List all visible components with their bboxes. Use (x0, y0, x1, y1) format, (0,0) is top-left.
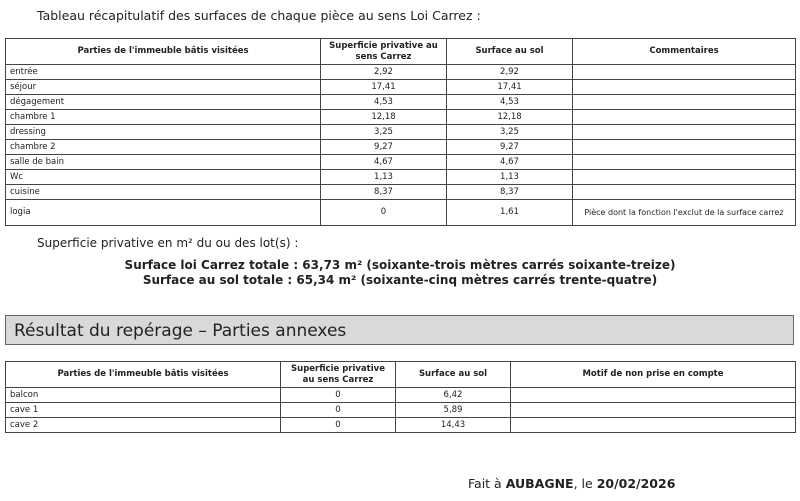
cell-carrez: 12,18 (320, 109, 447, 125)
cell-piece: logia (5, 199, 321, 226)
total-sol: Surface au sol totale : 65,34 m² (soixan… (142, 273, 658, 287)
cell-sol: 8,37 (446, 184, 573, 200)
table-row: cave 1 0 5,89 (5, 402, 796, 418)
cell-piece: balcon (5, 387, 281, 403)
table-row: cave 2 0 14,43 (5, 417, 796, 433)
section-title: Résultat du repérage – Parties annexes (5, 315, 794, 345)
table-row: logia 0 1,61 Pièce dont la fonction l'exclu… (5, 199, 796, 226)
cell-carrez: 3,25 (320, 124, 447, 140)
cell-comment: Pièce dont la fonction l'exclut de la su… (572, 199, 796, 226)
cell-sol: 14,43 (395, 417, 511, 433)
cell-comment (510, 417, 796, 433)
cell-comment (572, 64, 796, 80)
cell-sol: 3,25 (446, 124, 573, 140)
header-parties: Parties de l'immeuble bâtis visitées (5, 361, 281, 388)
cell-sol: 6,42 (395, 387, 511, 403)
table-row: dressing 3,25 3,25 (5, 124, 796, 140)
header-commentaires: Commentaires (572, 38, 796, 65)
cell-sol: 5,89 (395, 402, 511, 418)
cell-sol: 9,27 (446, 139, 573, 155)
cell-piece: cave 1 (5, 402, 281, 418)
cell-carrez: 4,53 (320, 94, 447, 110)
cell-piece: salle de bain (5, 154, 321, 170)
cell-comment (510, 402, 796, 418)
footer-date: 20/02/2026 (596, 476, 676, 491)
table-row: chambre 2 9,27 9,27 (5, 139, 796, 155)
table-row: chambre 1 12,18 12,18 (5, 109, 796, 125)
cell-piece: chambre 1 (5, 109, 321, 125)
cell-comment (510, 387, 796, 403)
cell-piece: cave 2 (5, 417, 281, 433)
total-carrez: Surface loi Carrez totale : 63,73 m² (so… (124, 258, 676, 272)
header-carrez: Superficie privative au sens Carrez (320, 38, 447, 65)
cell-sol: 4,53 (446, 94, 573, 110)
cell-sol: 12,18 (446, 109, 573, 125)
footer-city: AUBAGNE (505, 476, 574, 491)
table-row: cuisine 8,37 8,37 (5, 184, 796, 200)
superficie-label: Superficie privative en m² du ou des lot… (37, 236, 299, 250)
table-row: entrée 2,92 2,92 (5, 64, 796, 80)
cell-piece: dégagement (5, 94, 321, 110)
carrez-table: Parties de l'immeuble bâtis visitées Sup… (5, 38, 796, 226)
cell-piece: entrée (5, 64, 321, 80)
header-motif: Motif de non prise en compte (510, 361, 796, 388)
table-row: séjour 17,41 17,41 (5, 79, 796, 95)
cell-carrez: 0 (280, 387, 396, 403)
cell-comment (572, 79, 796, 95)
cell-piece: chambre 2 (5, 139, 321, 155)
cell-carrez: 0 (320, 199, 447, 226)
cell-sol: 2,92 (446, 64, 573, 80)
header-sol: Surface au sol (446, 38, 573, 65)
cell-piece: cuisine (5, 184, 321, 200)
cell-sol: 17,41 (446, 79, 573, 95)
cell-carrez: 4,67 (320, 154, 447, 170)
cell-sol: 4,67 (446, 154, 573, 170)
cell-carrez: 2,92 (320, 64, 447, 80)
header-parties: Parties de l'immeuble bâtis visitées (5, 38, 321, 65)
cell-carrez: 0 (280, 402, 396, 418)
cell-comment (572, 109, 796, 125)
table-row: dégagement 4,53 4,53 (5, 94, 796, 110)
cell-sol: 1,61 (446, 199, 573, 226)
cell-comment (572, 154, 796, 170)
cell-sol: 1,13 (446, 169, 573, 185)
table-row: balcon 0 6,42 (5, 387, 796, 403)
cell-comment (572, 124, 796, 140)
cell-comment (572, 139, 796, 155)
header-sol: Surface au sol (395, 361, 511, 388)
cell-piece: séjour (5, 79, 321, 95)
cell-piece: Wc (5, 169, 321, 185)
cell-comment (572, 184, 796, 200)
footer-middle: , le (573, 476, 597, 491)
cell-carrez: 1,13 (320, 169, 447, 185)
header-carrez: Superficie privative au sens Carrez (280, 361, 396, 388)
cell-carrez: 0 (280, 417, 396, 433)
footer-signature: Fait à AUBAGNE, le 20/02/2026 (468, 476, 675, 491)
intro-text: Tableau récapitulatif des surfaces de ch… (37, 8, 481, 23)
cell-comment (572, 94, 796, 110)
cell-carrez: 17,41 (320, 79, 447, 95)
table-row: Wc 1,13 1,13 (5, 169, 796, 185)
cell-carrez: 9,27 (320, 139, 447, 155)
cell-piece: dressing (5, 124, 321, 140)
footer-prefix: Fait à (468, 476, 506, 491)
table-row: salle de bain 4,67 4,67 (5, 154, 796, 170)
cell-carrez: 8,37 (320, 184, 447, 200)
cell-comment (572, 169, 796, 185)
annexes-table: Parties de l'immeuble bâtis visitées Sup… (5, 361, 796, 433)
